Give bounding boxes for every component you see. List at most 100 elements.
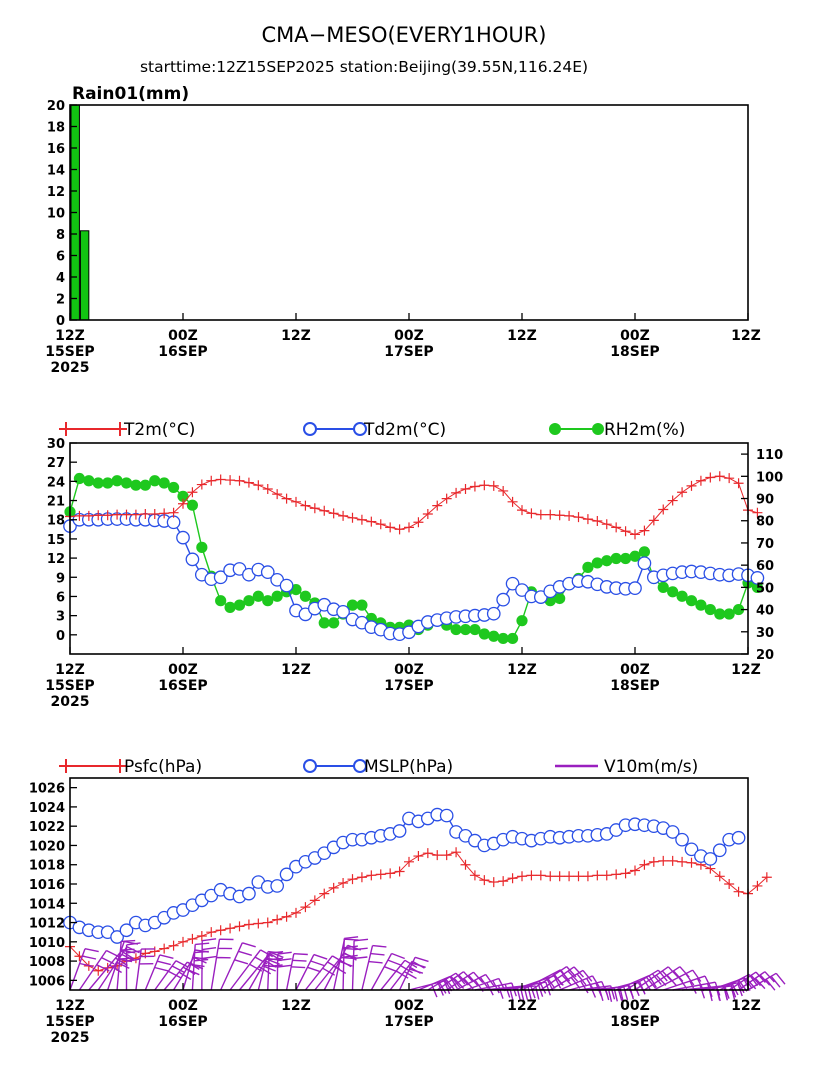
legend-rh2m-dot-icon	[592, 423, 604, 435]
rh2m-point	[120, 477, 133, 489]
legend-t2m: T2m(°C)	[59, 420, 195, 440]
rh2m-point	[262, 595, 274, 607]
y-tick-label: 4	[56, 271, 65, 286]
wind-barb	[144, 954, 174, 991]
x-tick-label: 00Z	[168, 998, 198, 1014]
psfc-point	[187, 933, 198, 944]
t2m-point	[441, 493, 452, 504]
y-tick-label: 0	[56, 629, 65, 644]
legend-mslp: MSLP(hPa)	[303, 757, 453, 777]
t2m-point	[733, 478, 744, 489]
temperature-humidity-panel: T2m(°C) Td2m(°C) RH2m(%) 0 3 6 9 12 15 18 21 24 2…	[45, 420, 783, 710]
td2m-point	[176, 530, 190, 545]
rh2m-point	[111, 475, 123, 487]
psfc-point	[526, 870, 537, 881]
psfc-point	[488, 877, 499, 888]
x-tick-label: 00Z	[394, 998, 424, 1014]
y2-tick-label: 40	[756, 604, 774, 619]
wind-barb	[370, 952, 405, 991]
psfc-point	[592, 870, 603, 881]
rh2m-point	[215, 595, 227, 607]
psfc-point	[253, 918, 264, 929]
psfc-point	[611, 869, 622, 880]
y-tick-label: 9	[56, 571, 65, 586]
x-tick-label: 17SEP	[384, 1014, 433, 1030]
psfc-point	[272, 914, 283, 925]
t2m-point	[93, 510, 104, 521]
wind-barb	[107, 940, 139, 991]
y2-tick-label: 50	[756, 581, 774, 596]
rh2m-point	[657, 581, 669, 593]
y-tick-label: 6	[56, 590, 65, 605]
rh2m-point	[92, 477, 104, 489]
td2m-point	[279, 578, 294, 593]
y2-tick-label: 80	[756, 515, 774, 530]
td2m-point	[166, 515, 181, 530]
psfc-point	[724, 879, 735, 889]
rh2m-point	[196, 541, 208, 553]
y-tick-label: 18	[47, 121, 65, 136]
y-tick-label: 3	[56, 610, 65, 625]
x-tick-label: 18SEP	[610, 678, 659, 694]
wind-barb	[116, 939, 136, 991]
wind-barb	[625, 969, 668, 991]
t2m-point	[526, 508, 537, 519]
psfc-point	[394, 866, 405, 877]
t2m-point	[178, 498, 188, 509]
t2m-point	[347, 512, 358, 523]
td2m-point	[637, 556, 652, 571]
t2m-point	[601, 519, 612, 530]
y-tick-label: 1020	[29, 839, 65, 854]
t2m-point	[611, 522, 622, 533]
t2m-point	[469, 481, 480, 492]
rh2m-point	[356, 599, 368, 611]
mslp-point	[439, 808, 454, 823]
t2m-point	[300, 500, 311, 511]
wind-barb	[248, 951, 284, 991]
y-tick-label: 14	[47, 164, 65, 179]
legend-rh2m: RH2m(%)	[549, 420, 685, 440]
psfc-point	[564, 871, 575, 882]
t2m-point	[658, 504, 669, 515]
wind-barb	[653, 969, 702, 991]
psfc-point	[517, 871, 527, 882]
x-tick-label: 00Z	[394, 328, 424, 344]
mslp-point	[703, 852, 718, 866]
td2m-point	[496, 592, 511, 607]
psfc-point	[225, 923, 236, 934]
t2m-point	[149, 508, 160, 519]
legend-rh2m-label: RH2m(%)	[604, 420, 685, 440]
rh2m-point	[610, 552, 622, 565]
psfc-point	[375, 869, 386, 880]
legend-mslp-circle-icon	[303, 759, 317, 773]
y-tick-label: 1018	[29, 859, 65, 874]
rh2m-point	[591, 557, 603, 569]
mslp-point	[684, 842, 699, 857]
wind-barb	[446, 971, 484, 991]
y2-tick-label: 70	[756, 537, 774, 552]
psfc-point	[507, 873, 518, 884]
pressure-wind-panel: Psfc(hPa) MSLP(hPa) V10m(m/s) 1006 1008 10…	[29, 757, 786, 1046]
psfc-point	[761, 872, 772, 883]
y-tick-label: 21	[47, 495, 65, 510]
x-tick-label: 18SEP	[610, 1014, 659, 1030]
rh2m-point	[102, 477, 114, 489]
rh2m-point	[149, 475, 161, 487]
x-tick-label: 15SEP	[45, 678, 94, 694]
t2m-point	[215, 474, 226, 485]
t2m-point	[356, 514, 367, 525]
legend-psfc-label: Psfc(hPa)	[124, 757, 202, 777]
psfc-point	[234, 921, 245, 932]
t2m-point	[517, 505, 527, 516]
psfc-point	[752, 880, 763, 891]
psfc-point	[366, 870, 377, 881]
t2m-point	[291, 496, 301, 507]
td2m-point	[750, 571, 765, 585]
wind-barb	[427, 972, 466, 991]
t2m-point	[498, 485, 509, 496]
wind-barb	[78, 949, 120, 991]
wind-barb	[342, 936, 359, 991]
x-tick-label: 17SEP	[384, 344, 433, 360]
